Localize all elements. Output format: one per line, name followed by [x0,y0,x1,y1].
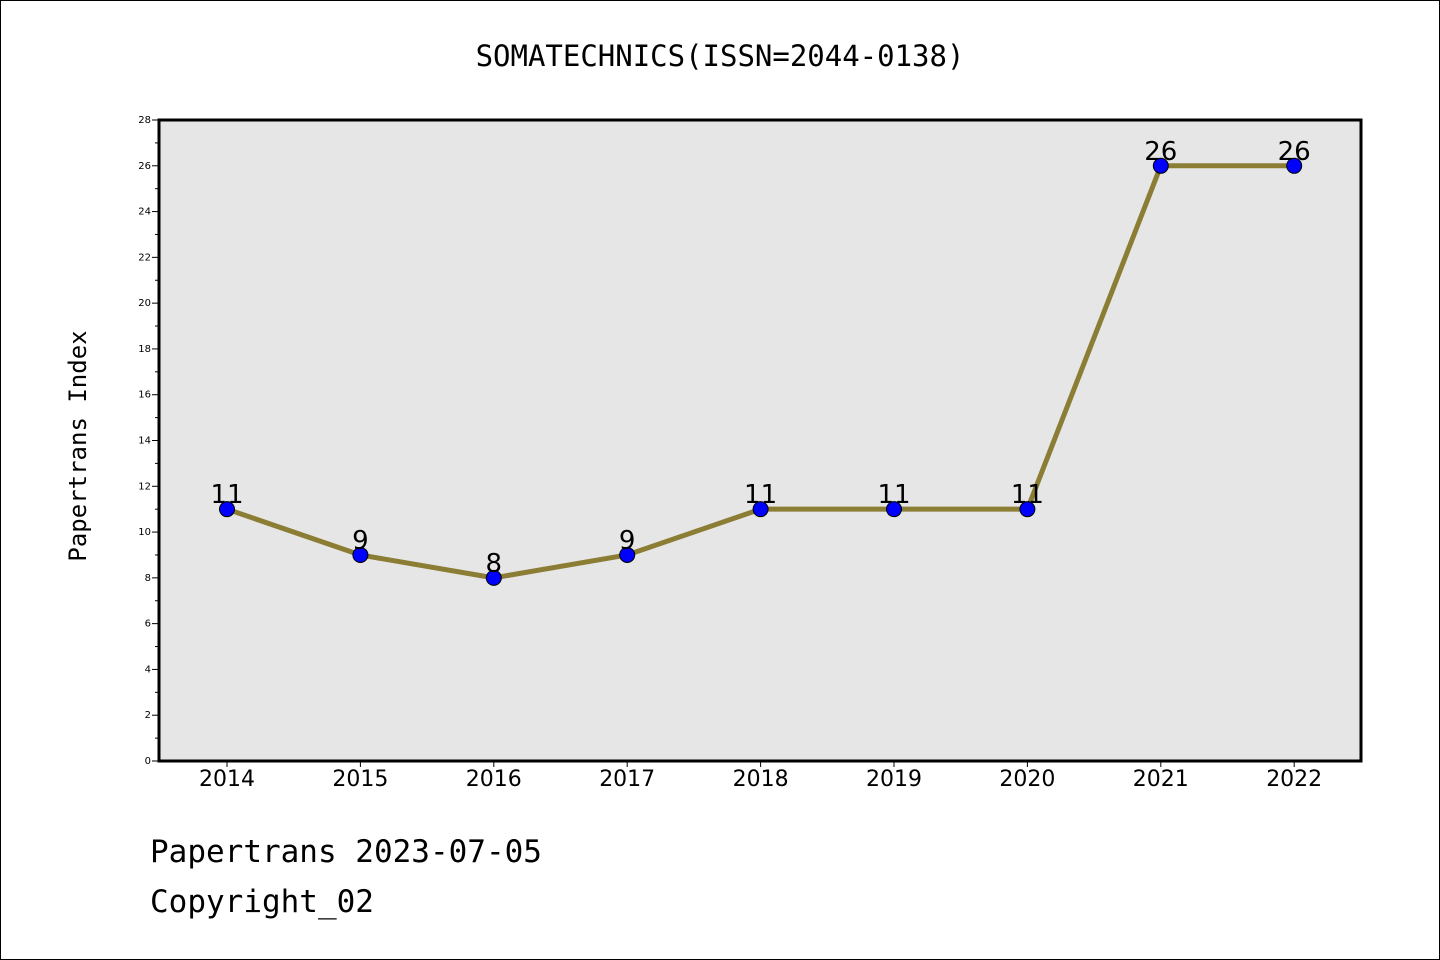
x-tick-label: 2017 [599,767,655,792]
y-tick-label: 6 [145,619,151,630]
x-tick-label: 2016 [466,767,522,792]
plot-area [159,120,1361,761]
data-label: 9 [619,526,636,556]
y-tick-label: 18 [138,344,151,355]
x-tick-label: 2018 [733,767,789,792]
data-point [219,501,235,518]
footer-date: Papertrans 2023-07-05 [150,834,542,870]
data-point [1019,501,1036,518]
x-tick-label: 2014 [199,767,255,792]
data-point [352,546,369,563]
data-label: 26 [1278,137,1311,167]
y-tick-label: 16 [138,390,151,401]
x-tick-label: 2021 [1133,767,1189,792]
y-tick-label: 10 [138,527,151,538]
data-label: 11 [210,480,243,510]
data-point [1286,157,1303,174]
y-tick-label: 24 [138,207,151,218]
y-tick-label: 2 [145,710,151,721]
x-tick-label: 2020 [999,767,1055,792]
y-tick-label: 26 [138,161,151,172]
y-tick-label: 28 [138,115,151,126]
data-markers [219,157,1303,586]
y-tick-label: 8 [145,573,151,584]
data-point [886,501,902,518]
y-tick-label: 4 [145,664,151,675]
data-point [1152,157,1169,174]
y-tick-label: 20 [138,298,151,309]
plot-border [157,118,1363,763]
y-tick-label: 12 [138,481,151,492]
y-tick-label: 22 [138,252,151,263]
data-labels: 11 9 8 9 11 11 11 26 26 [210,137,1310,579]
data-label: 11 [1011,480,1044,510]
data-label: 8 [486,549,503,579]
data-label: 11 [877,480,910,510]
x-tick-label: 2022 [1266,767,1322,792]
data-point [485,569,502,586]
y-tick-label: 14 [138,436,151,447]
data-point [619,546,636,563]
y-axis-label: Papertrans Index [64,330,92,561]
data-point [752,501,769,518]
footer-copyright: Copyright_02 [150,884,374,920]
x-tick-label: 2019 [866,767,922,792]
data-label: 9 [352,526,369,556]
data-label: 26 [1144,137,1177,167]
chart-title: SOMATECHNICS(ISSN=2044-0138) [476,39,965,73]
x-axis: 2014 2015 2016 2017 2018 2019 2020 2021 2022 [199,761,1322,792]
data-label: 11 [744,480,777,510]
y-tick-label: 0 [145,756,151,767]
x-tick-label: 2015 [332,767,388,792]
